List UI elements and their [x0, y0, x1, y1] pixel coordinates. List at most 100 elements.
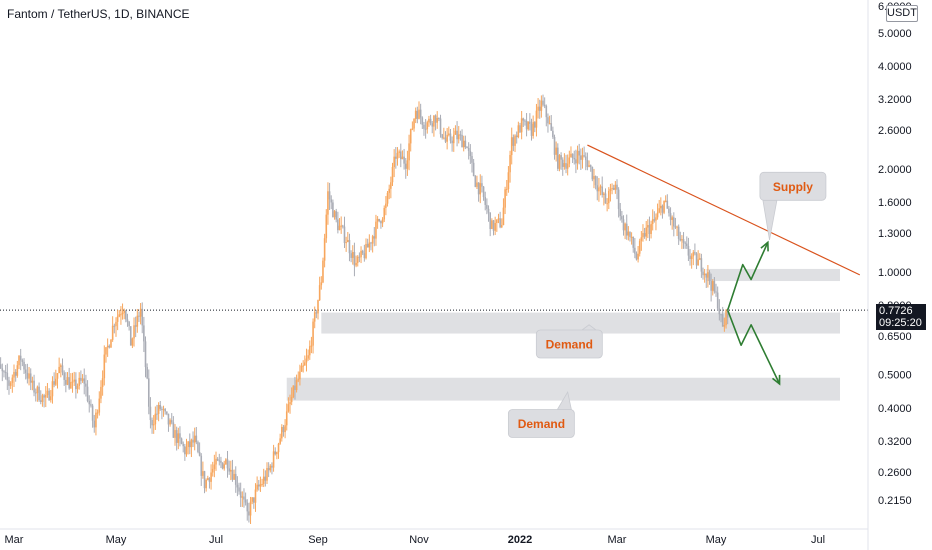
- candle-body: [575, 159, 577, 164]
- candle-body: [246, 502, 249, 512]
- candle-body: [509, 155, 511, 173]
- candle-body: [300, 365, 303, 372]
- candle-body: [444, 137, 447, 142]
- candle-body: [482, 186, 485, 198]
- candle-body: [305, 358, 308, 363]
- candle-body: [338, 225, 341, 231]
- candle-body: [522, 118, 525, 121]
- candle-body: [718, 308, 721, 315]
- candle-body: [380, 220, 382, 224]
- price-zone: [321, 312, 840, 334]
- candle-body: [593, 176, 595, 180]
- candle-body: [624, 223, 626, 231]
- candle-body: [484, 197, 487, 205]
- candle-body: [325, 214, 328, 239]
- candle-body: [18, 355, 20, 366]
- candle-body: [486, 204, 488, 209]
- candle-body: [277, 443, 280, 453]
- candle-body: [244, 499, 247, 503]
- candle-body: [154, 413, 157, 425]
- candle-body: [138, 315, 140, 317]
- candle-body: [690, 256, 693, 260]
- candle-body: [193, 435, 196, 443]
- candle-body: [208, 478, 211, 482]
- callout-supply: Supply: [759, 171, 827, 241]
- candle-body: [98, 398, 101, 413]
- candle-body: [101, 378, 104, 387]
- candle-body: [496, 219, 498, 223]
- candle-body: [146, 367, 148, 379]
- candle-body: [343, 226, 346, 243]
- candle-body: [604, 193, 607, 204]
- candle-body: [139, 308, 142, 317]
- candle-body: [264, 476, 267, 481]
- candle-body: [304, 362, 306, 366]
- candle-body: [236, 484, 239, 488]
- candle-body: [390, 182, 392, 189]
- candle-body: [345, 242, 347, 244]
- candle-body: [399, 151, 402, 160]
- price-axis-label: 0.3200: [878, 436, 912, 448]
- candle-body: [330, 199, 333, 203]
- candle-body: [542, 100, 544, 105]
- candle-body: [676, 226, 678, 228]
- candle-body: [41, 395, 44, 402]
- candle-body: [190, 439, 193, 448]
- candle-body: [426, 122, 429, 130]
- candle-body: [215, 458, 217, 465]
- candle-body: [532, 122, 534, 136]
- candle-body: [233, 473, 235, 480]
- candle-body: [225, 459, 227, 465]
- candle-body: [398, 151, 400, 153]
- currency-selector[interactable]: USDT: [886, 5, 918, 22]
- candle-body: [443, 137, 445, 139]
- candle-body: [504, 189, 506, 208]
- candle-body: [651, 219, 654, 224]
- candle-body: [251, 497, 253, 502]
- candle-body: [157, 405, 160, 414]
- candle-body: [44, 395, 47, 398]
- candle-body: [110, 339, 112, 348]
- candle-body: [210, 472, 212, 482]
- candle-body: [174, 430, 176, 438]
- candle-body: [614, 184, 617, 190]
- candle-body: [609, 188, 612, 191]
- candle-body: [660, 205, 662, 209]
- candle-body: [645, 227, 648, 237]
- candle-body: [315, 312, 318, 314]
- candle-body: [60, 365, 62, 367]
- candle-body: [261, 483, 263, 485]
- candle-body: [230, 469, 232, 472]
- candle-body: [169, 420, 171, 425]
- candle-body: [558, 155, 561, 169]
- candle-body: [223, 464, 226, 469]
- candle-body: [560, 155, 562, 160]
- candle-body: [492, 220, 495, 231]
- candle-body: [716, 292, 719, 309]
- candle-body: [9, 382, 12, 386]
- candle-body: [573, 157, 576, 160]
- candle-body: [653, 219, 656, 221]
- candle-body: [674, 226, 677, 228]
- candle-body: [19, 355, 22, 361]
- candle-body: [166, 411, 168, 414]
- price-axis-label: 0.2600: [878, 467, 912, 479]
- candle-body: [408, 143, 410, 161]
- candle-body: [708, 272, 711, 282]
- candle-body: [419, 109, 422, 118]
- candle-body: [220, 460, 222, 463]
- candle-body: [85, 383, 87, 387]
- candle-body: [673, 217, 675, 227]
- candle-body: [282, 427, 285, 433]
- candle-body: [514, 135, 516, 146]
- price-axis-label: 0.5000: [878, 370, 912, 382]
- candle-body: [441, 134, 443, 138]
- candle-body: [294, 385, 296, 390]
- candle-body: [411, 128, 414, 130]
- candle-body: [195, 435, 198, 443]
- candle-body: [494, 222, 496, 231]
- candle-body: [692, 252, 695, 257]
- candle-body: [49, 396, 52, 401]
- callout-box: [759, 171, 827, 201]
